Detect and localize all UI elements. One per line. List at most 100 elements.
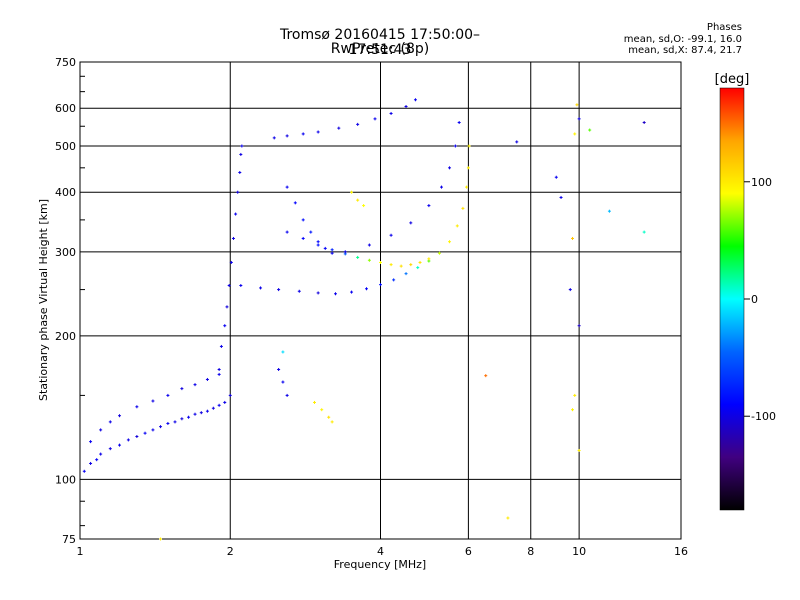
data-point: [404, 272, 408, 276]
data-point: [159, 425, 163, 429]
data-point: [453, 144, 457, 148]
colorbar-tick-label: -100: [751, 410, 776, 423]
data-point: [173, 420, 177, 424]
chart-title: Tromsø 20160415 17:50:00–17:51:43: [279, 27, 481, 58]
data-point: [330, 251, 334, 255]
data-point: [367, 243, 371, 247]
data-point: [82, 469, 86, 473]
colorbar-tick-label: 0: [751, 293, 758, 306]
data-point: [219, 344, 223, 348]
data-point: [506, 516, 510, 520]
data-point: [577, 448, 581, 452]
data-point: [461, 206, 465, 210]
data-point: [301, 132, 305, 136]
data-point: [379, 260, 382, 264]
data-point: [277, 367, 281, 371]
data-point: [573, 393, 577, 397]
data-point: [205, 377, 209, 381]
data-point: [193, 412, 197, 416]
data-point: [577, 324, 581, 328]
x-tick-label: 1: [77, 545, 84, 558]
data-point: [223, 400, 227, 404]
data-point: [409, 263, 413, 267]
data-point: [297, 289, 301, 293]
y-tick-label: 75: [62, 533, 76, 546]
stats-line-x: mean, sd,X: 87.4, 21.7: [628, 45, 742, 56]
x-tick-label: 16: [674, 545, 688, 558]
x-tick-label: 8: [527, 545, 534, 558]
data-point: [448, 166, 452, 170]
data-point: [272, 136, 276, 140]
data-point: [642, 230, 646, 234]
y-tick-label: 500: [55, 140, 76, 153]
x-tick-label: 10: [572, 545, 586, 558]
data-point: [316, 240, 320, 244]
data-point: [323, 246, 327, 250]
data-point: [362, 204, 366, 208]
data-point: [234, 212, 238, 216]
data-point: [467, 144, 471, 148]
data-point: [356, 198, 360, 202]
x-axis-label: Frequency [MHz]: [334, 558, 426, 571]
data-point: [281, 380, 285, 384]
data-point: [409, 221, 413, 225]
data-point: [180, 387, 184, 391]
data-point: [437, 251, 441, 255]
data-point: [126, 438, 130, 442]
data-point: [89, 440, 93, 444]
data-point: [356, 255, 360, 259]
data-point: [389, 263, 393, 267]
colorbar: [719, 87, 745, 511]
data-point: [89, 461, 93, 465]
data-point: [240, 144, 244, 148]
data-point: [389, 111, 393, 115]
data-point: [455, 224, 459, 228]
data-point: [118, 443, 122, 447]
data-point: [108, 447, 112, 451]
colorbar-ticks: 100 0 -100: [744, 176, 776, 423]
data-point: [389, 233, 393, 237]
data-point: [281, 350, 285, 354]
data-point: [187, 415, 191, 419]
data-point: [151, 428, 155, 432]
y-axis-label: Stationary phase Virtual Height [km]: [37, 199, 50, 401]
data-point: [356, 122, 360, 126]
data-point: [588, 128, 592, 132]
data-point: [365, 287, 369, 291]
data-point: [575, 103, 579, 107]
data-point: [440, 185, 444, 189]
data-point: [236, 190, 240, 194]
data-point: [515, 140, 519, 144]
data-point: [301, 236, 305, 240]
data-point: [350, 290, 354, 294]
data-point: [118, 414, 122, 418]
data-point: [227, 283, 231, 287]
data-point: [418, 260, 422, 264]
data-point: [392, 278, 396, 282]
data-point: [239, 283, 243, 287]
colorbar-label: [deg]: [715, 72, 750, 87]
data-point: [108, 420, 112, 424]
data-point: [99, 452, 103, 456]
y-tick-label: 600: [55, 102, 76, 115]
data-point: [180, 417, 184, 421]
data-point: [337, 126, 341, 130]
data-point: [367, 258, 371, 262]
data-point: [427, 257, 431, 261]
chart-subtitle: RwPretec (8p): [330, 41, 430, 57]
axes: 1 2 4 6 8 10 16 75 100 200 300 400 500 600 750: [55, 56, 688, 558]
data-point: [166, 393, 170, 397]
data-point: [217, 372, 221, 376]
data-point: [379, 283, 382, 287]
data-point: [577, 117, 581, 121]
data-point: [159, 537, 163, 541]
x-tick-label: 4: [377, 545, 384, 558]
data-point: [277, 288, 281, 292]
data-point: [285, 393, 289, 397]
data-point: [466, 166, 470, 170]
data-point: [427, 204, 431, 208]
data-point: [343, 250, 347, 254]
colorbar-tick-label: 100: [751, 176, 772, 189]
data-point: [193, 383, 197, 387]
